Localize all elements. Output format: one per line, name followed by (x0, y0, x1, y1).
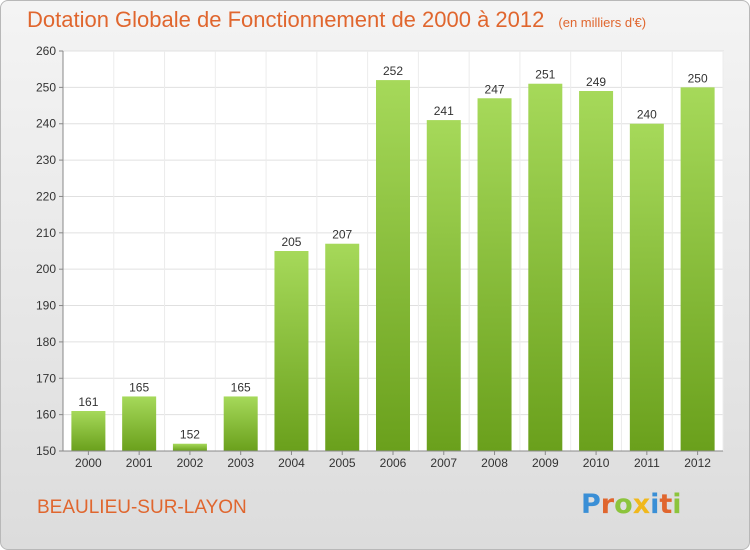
bar-value-label: 205 (281, 235, 301, 249)
bar (680, 87, 715, 451)
bar (528, 83, 563, 452)
bar-value-label: 252 (383, 64, 403, 78)
bar (274, 251, 309, 451)
logo-letter: i (672, 489, 682, 520)
bar (426, 120, 461, 451)
x-tick-label: 2000 (75, 456, 102, 470)
bar-value-label: 241 (434, 104, 454, 118)
x-tick-label: 2004 (278, 456, 305, 470)
bar-value-label: 152 (180, 428, 200, 442)
y-tick-label: 210 (36, 226, 56, 240)
y-tick-label: 180 (36, 335, 56, 349)
x-tick-label: 2005 (329, 456, 356, 470)
bar-value-label: 249 (586, 75, 606, 89)
x-tick-label: 2006 (380, 456, 407, 470)
y-tick-label: 200 (36, 262, 56, 276)
chart-title-text: Dotation Globale de Fonctionnement de 20… (27, 7, 545, 32)
bar (629, 123, 664, 452)
x-tick-label: 2009 (532, 456, 559, 470)
bar (122, 396, 157, 451)
y-tick-label: 220 (36, 189, 56, 203)
y-tick-label: 250 (36, 80, 56, 94)
y-tick-label: 160 (36, 408, 56, 422)
bar (477, 98, 512, 451)
bar-value-label: 165 (231, 380, 251, 394)
bar (71, 411, 106, 451)
y-tick-label: 260 (36, 44, 56, 58)
proxiti-logo: Proxiti (581, 489, 682, 520)
bar (376, 80, 410, 451)
x-tick-label: 2001 (126, 456, 153, 470)
chart-title: Dotation Globale de Fonctionnement de 20… (27, 7, 646, 33)
x-tick-label: 2002 (177, 456, 204, 470)
commune-name: BEAULIEU-SUR-LAYON (37, 497, 247, 518)
x-tick-label: 2010 (583, 456, 610, 470)
y-tick-label: 190 (36, 299, 56, 313)
logo-letter: t (659, 489, 673, 520)
x-tick-label: 2011 (634, 456, 660, 470)
bar-value-label: 161 (78, 395, 98, 409)
y-tick-label: 230 (36, 153, 56, 167)
x-tick-label: 2012 (684, 456, 711, 470)
chart-title-unit: (en milliers d'€) (558, 15, 647, 30)
data-labels: 161 165 152 165 205 207 252 241 247 251 249 240 250 (78, 64, 708, 442)
y-tick-label: 150 (36, 444, 56, 458)
y-tick-label: 170 (36, 371, 56, 385)
x-tick-label: 2003 (227, 456, 254, 470)
bars (71, 80, 715, 452)
bar (325, 243, 360, 451)
logo-letter: o (614, 489, 633, 520)
bar-value-label: 250 (688, 71, 708, 85)
axes: 150 160 170 180 190 200 210 220 230 240 250 260 2000… (36, 44, 723, 470)
x-tick-label: 2007 (430, 456, 457, 470)
logo-letter: i (650, 489, 660, 520)
bar-value-label: 247 (485, 82, 505, 96)
bar (223, 396, 258, 451)
bar-value-label: 165 (129, 380, 149, 394)
y-tick-label: 240 (36, 117, 56, 131)
bar-value-label: 251 (535, 68, 555, 82)
logo-letter: x (632, 489, 651, 520)
bar-value-label: 207 (332, 228, 352, 242)
logo-letter: r (600, 489, 615, 520)
logo-letter: P (581, 489, 601, 520)
bar-value-label: 240 (637, 108, 657, 122)
bar (579, 91, 614, 451)
x-tick-label: 2008 (481, 456, 508, 470)
bar (172, 443, 207, 451)
